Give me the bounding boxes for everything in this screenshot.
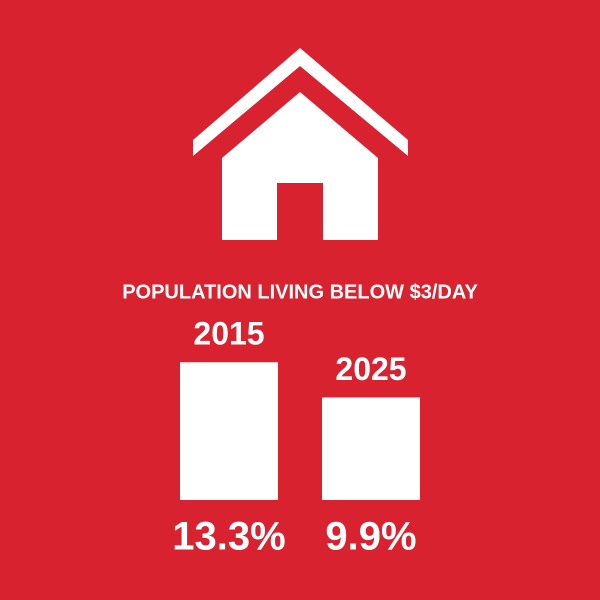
value-label: 13.3% [172,515,285,559]
house-icon [193,48,408,240]
bar [180,362,278,500]
chart-title: POPULATION LIVING BELOW $3/DAY [122,281,478,303]
category-label: 2025 [335,351,406,387]
bar [322,397,420,500]
door [277,183,323,240]
house-body [222,92,378,240]
category-label: 2015 [193,316,264,352]
value-label: 9.9% [325,515,416,559]
